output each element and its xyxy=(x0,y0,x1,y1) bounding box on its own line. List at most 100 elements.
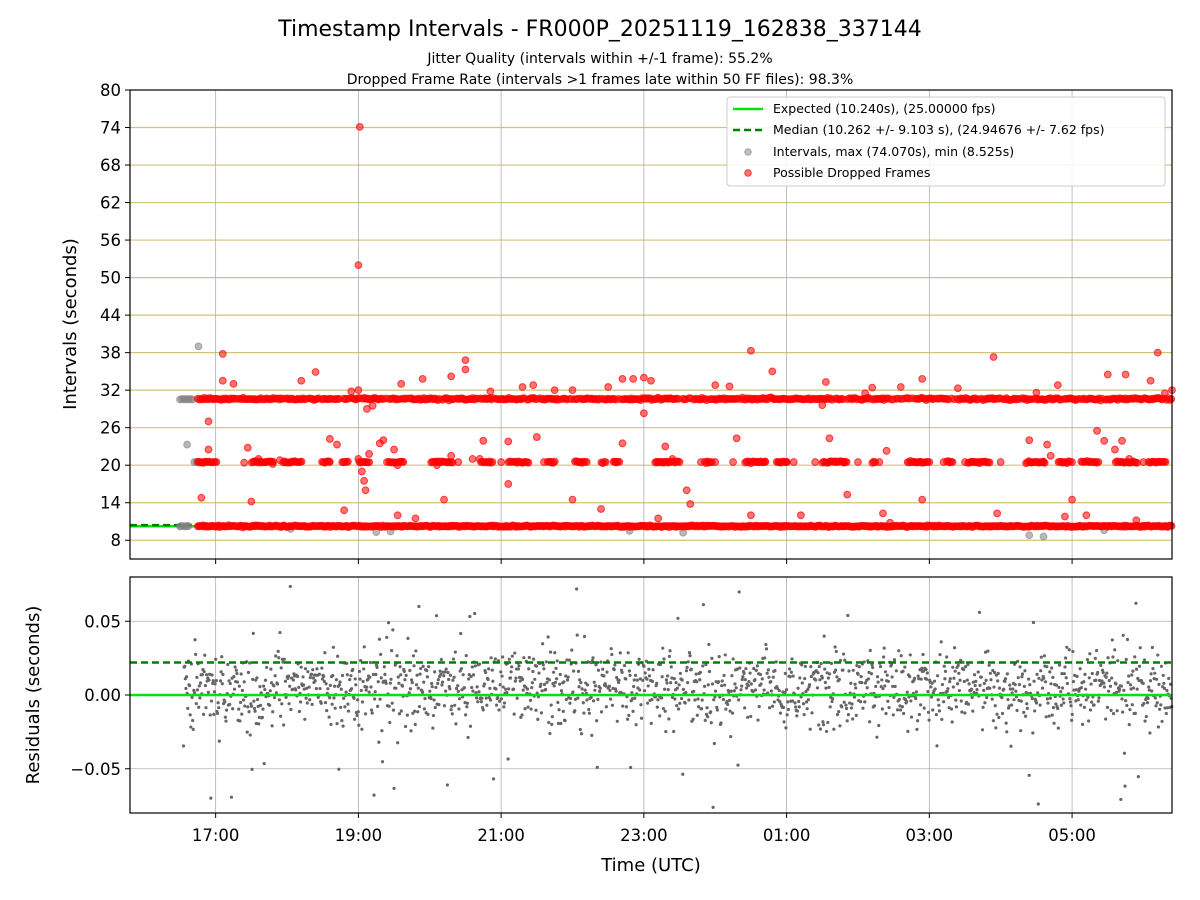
residual-point xyxy=(630,697,635,701)
residual-point xyxy=(679,696,684,701)
residual-point xyxy=(938,653,942,657)
residual-point xyxy=(1137,664,1142,668)
residual-point xyxy=(320,666,324,670)
residual-point xyxy=(1013,683,1017,687)
dropped-frame-point xyxy=(854,458,862,466)
residual-point xyxy=(447,677,451,682)
residual-point xyxy=(330,702,334,706)
residual-point xyxy=(238,719,242,723)
residual-point xyxy=(675,686,679,690)
residual-point xyxy=(993,704,997,708)
residual-point xyxy=(957,671,961,675)
residual-point xyxy=(961,660,965,664)
residual-point xyxy=(756,718,760,722)
residual-point xyxy=(734,686,738,690)
residual-point xyxy=(552,684,556,688)
residual-point xyxy=(828,705,832,709)
residual-point xyxy=(625,717,630,721)
residual-point xyxy=(194,702,198,706)
residual-point xyxy=(982,681,986,686)
residual-point xyxy=(291,687,295,691)
residual-point xyxy=(789,670,793,674)
dropped-frame-point xyxy=(399,458,408,466)
residual-point xyxy=(731,657,735,661)
residual-point xyxy=(273,674,277,678)
residual-point xyxy=(760,677,764,681)
residual-point xyxy=(213,682,217,686)
residual-point xyxy=(1042,654,1046,658)
bottom-y-axis-label: Residuals (seconds) xyxy=(23,606,44,785)
residual-point xyxy=(1074,699,1078,703)
residual-point xyxy=(1046,701,1050,705)
residual-point xyxy=(369,685,373,689)
residual-point xyxy=(253,709,257,713)
residual-point xyxy=(713,689,718,693)
residual-point xyxy=(311,668,315,672)
residual-point xyxy=(1135,687,1139,691)
residual-point xyxy=(730,711,735,715)
residual-point xyxy=(582,711,586,715)
residual-point xyxy=(700,698,704,702)
residual-point xyxy=(973,683,977,688)
residual-point xyxy=(783,671,787,676)
dropped-frame-point xyxy=(729,458,737,466)
residual-point xyxy=(851,717,855,721)
dropped-frame-point xyxy=(711,381,720,390)
residual-point xyxy=(283,679,288,683)
residual-point xyxy=(1019,699,1023,703)
dropped-frame-point xyxy=(1025,436,1034,445)
residual-point xyxy=(1060,686,1065,690)
residual-point xyxy=(1037,676,1041,680)
residual-point xyxy=(1061,697,1065,701)
residual-point xyxy=(250,767,254,771)
dropped-frame-point xyxy=(454,458,463,466)
residual-point xyxy=(712,698,716,702)
residual-point xyxy=(723,653,727,657)
residual-point xyxy=(1167,676,1171,681)
dropped-frame-point xyxy=(939,458,948,466)
bottom-y-axis: −0.05 0.00 0.05 xyxy=(70,612,130,779)
residual-point xyxy=(959,658,963,662)
residual-point xyxy=(668,649,672,653)
dropped-frame-point xyxy=(761,458,770,466)
residual-point xyxy=(1000,711,1005,716)
dropped-frame-point xyxy=(254,455,263,463)
residual-point xyxy=(369,708,374,712)
residual-point xyxy=(596,697,600,701)
residual-point xyxy=(602,674,606,678)
residual-point xyxy=(474,691,478,695)
residual-point xyxy=(915,719,920,723)
residual-point xyxy=(705,706,709,710)
residual-point xyxy=(420,690,425,694)
residual-point xyxy=(650,679,655,683)
legend-dropped-swatch xyxy=(744,169,752,177)
residual-point xyxy=(966,702,971,706)
residual-point xyxy=(1071,649,1075,654)
residual-point xyxy=(456,684,460,688)
residual-point xyxy=(356,710,360,714)
residual-point xyxy=(859,675,863,679)
residual-point xyxy=(1060,672,1064,676)
residual-point xyxy=(1044,715,1048,719)
dropped-frame-point xyxy=(747,346,755,355)
residual-point xyxy=(562,680,566,684)
residual-point xyxy=(1025,706,1029,710)
residual-point xyxy=(215,711,220,716)
residual-point xyxy=(339,687,343,691)
residual-point xyxy=(777,688,781,693)
residual-point xyxy=(195,675,199,679)
top-plot-frame xyxy=(129,89,1173,560)
residual-point xyxy=(299,665,303,669)
dropped-frame-point xyxy=(212,458,221,466)
residual-point xyxy=(969,687,974,691)
dropped-frame-point xyxy=(629,375,638,383)
residual-point xyxy=(800,681,804,685)
residual-point xyxy=(684,690,688,695)
residual-point xyxy=(400,684,405,688)
residual-point xyxy=(942,700,946,704)
residual-point xyxy=(982,688,986,692)
residual-point xyxy=(1093,656,1097,660)
residual-point xyxy=(1090,671,1094,676)
dropped-frame-point xyxy=(896,383,905,391)
